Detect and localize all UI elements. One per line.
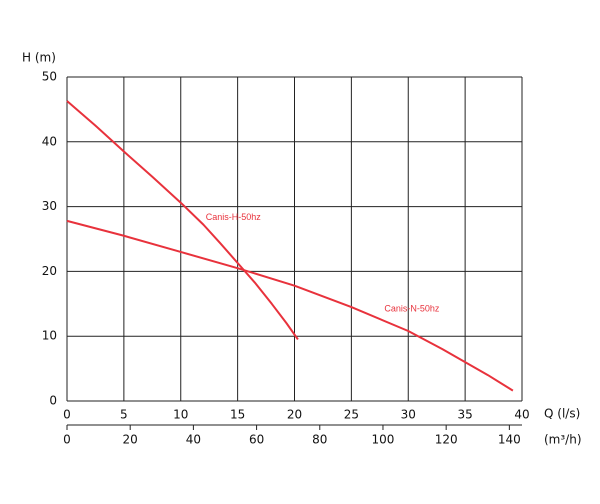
x2-tick-label: 140 <box>498 433 521 447</box>
series-label: Canis-H-50hz <box>206 212 262 222</box>
x-tick-label: 15 <box>230 408 245 422</box>
y-tick-label: 10 <box>42 329 57 343</box>
y-tick-label: 50 <box>42 70 57 84</box>
series-label: Canis-N-50hz <box>384 303 440 313</box>
y-tick-label: 40 <box>42 134 57 148</box>
x2-tick-label: 100 <box>372 433 395 447</box>
x2-tick-label: 20 <box>123 433 138 447</box>
y-tick-label: 0 <box>49 394 57 408</box>
x2-tick-label: 60 <box>249 433 264 447</box>
x2-tick-label: 0 <box>63 433 71 447</box>
x-tick-label: 25 <box>344 408 359 422</box>
y-tick-label: 30 <box>42 199 57 213</box>
x2-tick-label: 80 <box>312 433 327 447</box>
x-tick-label: 40 <box>514 408 529 422</box>
x2-tick-label: 40 <box>186 433 201 447</box>
x-tick-label: 30 <box>401 408 416 422</box>
x-tick-label: 20 <box>287 408 302 422</box>
x2-tick-label: 120 <box>435 433 458 447</box>
x-tick-label: 10 <box>173 408 188 422</box>
x2-axis-label: (m³/h) <box>544 433 582 447</box>
y-axis-label: H (m) <box>22 51 56 65</box>
x-tick-label: 35 <box>457 408 472 422</box>
x-axis-label: Q (l/s) <box>544 407 580 421</box>
series-line <box>66 219 514 392</box>
x-tick-label: 0 <box>63 408 71 422</box>
y-tick-label: 20 <box>42 264 57 278</box>
x-tick-label: 5 <box>120 408 128 422</box>
series-line <box>66 100 299 341</box>
